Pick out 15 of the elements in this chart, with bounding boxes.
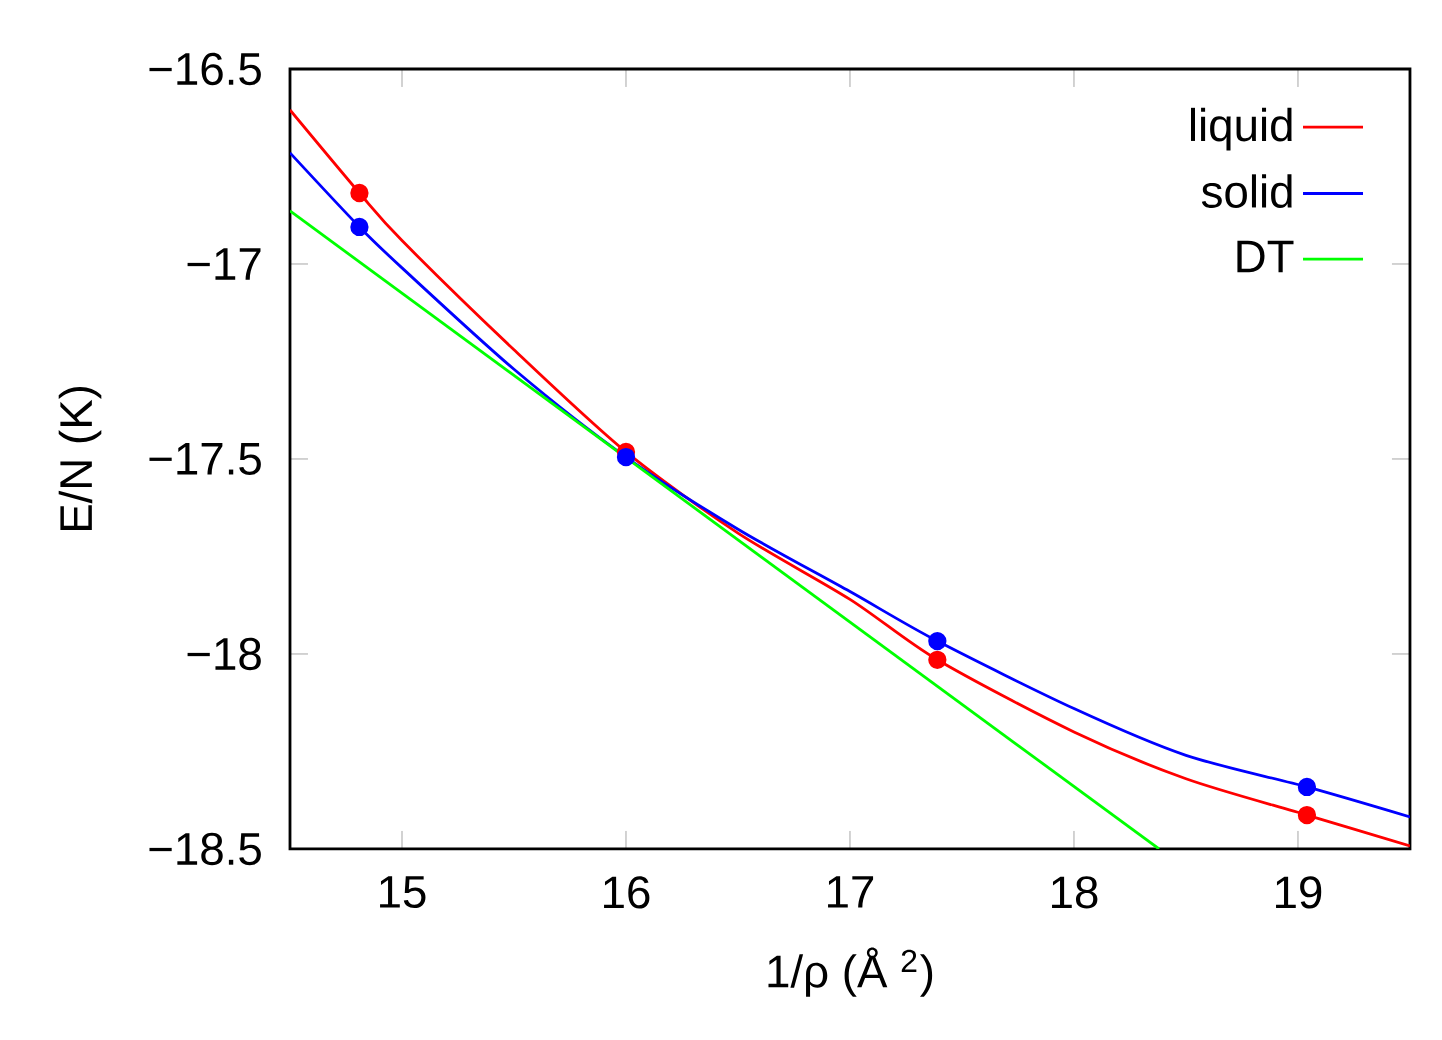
legend-label: solid (1201, 174, 1292, 208)
x-tick-label: 16 (604, 876, 650, 909)
x-tick-label: 18 (1052, 876, 1098, 909)
y-tick-label: −18 (187, 637, 261, 671)
legend-label: liquid (1190, 107, 1292, 151)
y-tick-label: −16.5 (149, 52, 261, 86)
y-tick-label: −17 (187, 248, 261, 280)
x-tick-label: 19 (1276, 876, 1322, 909)
y-axis-title: E/N (K) (58, 386, 102, 531)
legend-label: DT (1237, 240, 1294, 273)
x-tick-label: 17 (828, 876, 874, 908)
x-axis-title: 1/ρ (Å $^{2}$) (768, 947, 933, 997)
y-tick-label: −17.5 (149, 443, 261, 475)
y-tick-label: −18.5 (149, 832, 261, 866)
x-tick-label: 15 (380, 876, 426, 909)
